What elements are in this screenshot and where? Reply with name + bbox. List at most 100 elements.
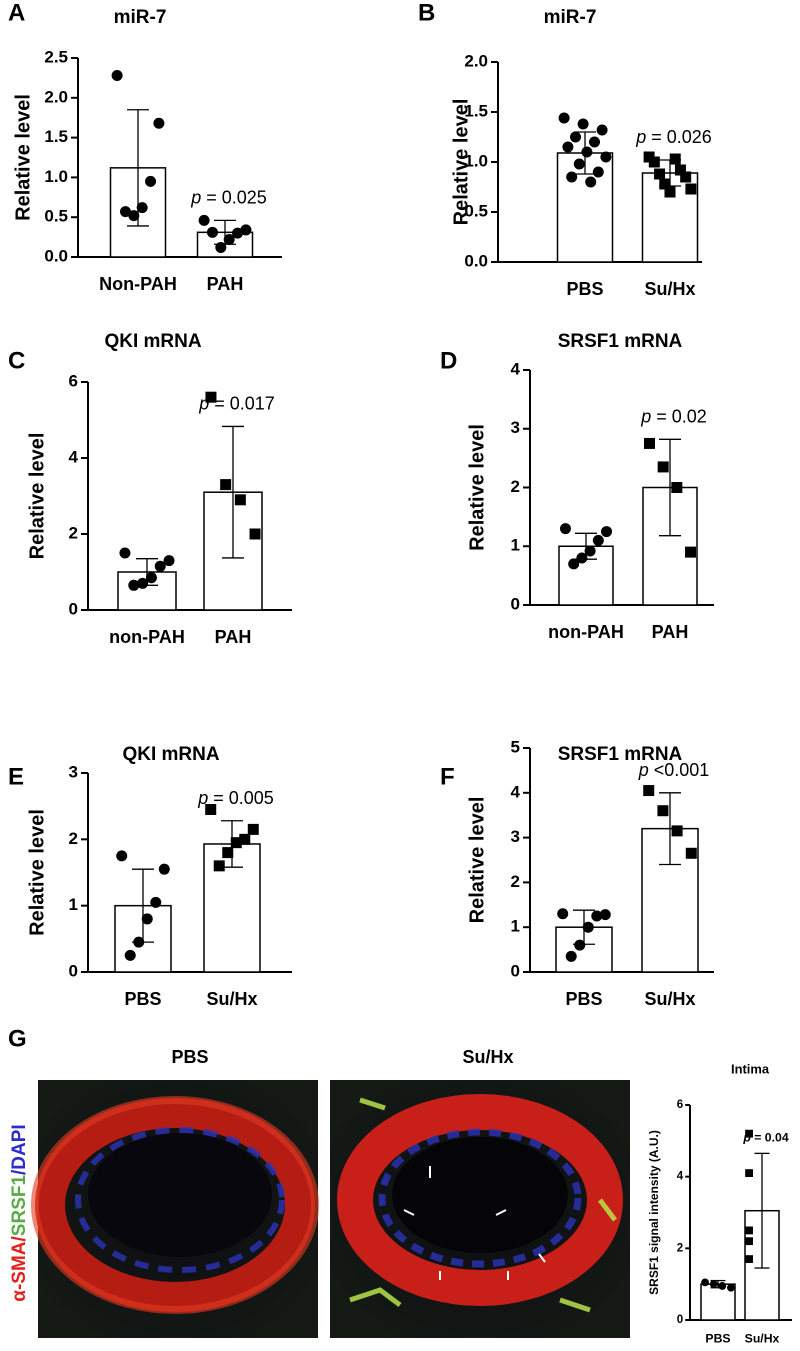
x-tick-label: Su/Hx <box>644 279 695 299</box>
y-tick-label: 1.0 <box>464 151 488 170</box>
x-tick-label: PBS <box>124 989 161 1009</box>
data-point <box>584 545 596 557</box>
data-point <box>589 136 600 148</box>
p-symbol: p <box>635 127 646 147</box>
data-point <box>116 850 128 862</box>
y-axis-label: Relative level <box>26 809 48 936</box>
x-tick-label: PBS <box>565 989 602 1009</box>
data-point <box>745 1129 753 1138</box>
x-tick-label: Su/Hx <box>206 989 257 1009</box>
p-symbol: p <box>742 1131 751 1145</box>
data-point <box>657 805 669 817</box>
panel-letter: F <box>440 763 455 790</box>
data-point <box>671 482 683 493</box>
y-axis-label: Relative level <box>466 424 488 551</box>
data-point <box>577 118 589 130</box>
data-point <box>581 146 593 158</box>
data-point <box>574 939 586 951</box>
data-point <box>150 896 162 908</box>
data-point <box>230 837 242 849</box>
p-value: p = 0.04 <box>742 1131 788 1145</box>
micrograph-pbs <box>31 1080 319 1338</box>
y-tick-label: 0.5 <box>464 201 488 220</box>
data-point <box>111 70 123 82</box>
stain-part: SRSF1 <box>9 1175 30 1237</box>
stain-part: / <box>9 1169 30 1175</box>
data-point <box>223 233 235 245</box>
p-text: = 0.025 <box>206 187 267 207</box>
y-tick-label: 0 <box>677 1314 683 1326</box>
y-tick-label: 3 <box>511 418 520 437</box>
panel-letter: A <box>8 0 25 26</box>
y-tick-label: 1.5 <box>44 127 68 146</box>
data-point <box>565 950 577 962</box>
x-tick-label: non-PAH <box>548 622 624 642</box>
p-text: = 0.02 <box>656 406 707 426</box>
y-tick-label: 0 <box>511 594 520 613</box>
data-point <box>557 908 569 920</box>
data-point <box>745 1255 753 1263</box>
data-point <box>643 785 655 797</box>
data-point <box>582 921 594 933</box>
panel-letter: C <box>8 347 25 374</box>
x-tick-label: Non-PAH <box>99 274 177 294</box>
x-tick-label: PBS <box>705 1331 730 1345</box>
data-point <box>234 494 246 506</box>
stain-part: α-SMA <box>9 1241 30 1302</box>
error-bar <box>222 425 244 559</box>
data-point <box>685 183 697 195</box>
data-point <box>136 202 148 214</box>
micrograph-suhx <box>330 1080 630 1338</box>
data-point <box>669 153 681 165</box>
stain-part: / <box>9 1235 30 1241</box>
x-tick-label: PBS <box>566 279 603 299</box>
stain-label: α-SMA/SRSF1/DAPI <box>9 1124 30 1301</box>
y-axis-label: Relative level <box>466 797 488 924</box>
panel-letter: B <box>418 0 435 26</box>
y-tick-label: 6 <box>677 1099 683 1111</box>
p-value: p = 0.026 <box>635 127 712 147</box>
data-point <box>657 461 669 473</box>
bar <box>700 1283 736 1321</box>
data-point <box>141 913 153 925</box>
p-text: = 0.026 <box>651 127 712 147</box>
y-tick-label: 1 <box>69 895 78 914</box>
y-tick-label: 4 <box>677 1171 684 1183</box>
y-axis-label: SRSF1 signal intensity (A.U.) <box>647 1130 661 1295</box>
data-point <box>685 847 697 859</box>
data-point <box>680 171 692 183</box>
data-point <box>596 124 608 136</box>
y-tick-label: 3 <box>511 827 520 846</box>
x-tick-label: Su/Hx <box>745 1331 780 1345</box>
y-axis-label: Relative level <box>26 433 48 560</box>
panel-letter: G <box>8 1025 27 1052</box>
stain-part: DAPI <box>9 1124 30 1169</box>
panel-letter: D <box>440 347 457 374</box>
data-point <box>558 112 570 124</box>
p-text: <0.001 <box>654 760 710 780</box>
p-value: p <0.001 <box>638 760 710 780</box>
data-point <box>671 825 683 837</box>
y-tick-label: 2 <box>511 872 520 891</box>
p-value: p = 0.025 <box>190 187 267 207</box>
y-tick-label: 1 <box>511 917 520 936</box>
data-point <box>585 176 597 188</box>
data-point <box>145 572 157 584</box>
chart-title: QKI mRNA <box>122 744 219 765</box>
data-point <box>654 168 666 180</box>
chart-title: SRSF1 mRNA <box>558 331 683 352</box>
data-point <box>600 151 612 163</box>
data-point <box>570 131 581 143</box>
x-tick-label: non-PAH <box>109 627 185 647</box>
y-tick-label: 2 <box>511 477 520 496</box>
data-point <box>592 534 604 546</box>
data-point <box>128 579 140 591</box>
y-tick-label: 0.0 <box>44 246 68 265</box>
data-point <box>124 949 136 961</box>
data-point <box>701 1278 709 1287</box>
data-point <box>559 523 571 535</box>
y-tick-label: 1 <box>511 536 520 555</box>
error-bar <box>754 1152 770 1269</box>
p-text: = 0.017 <box>214 393 275 413</box>
data-point <box>247 823 259 835</box>
